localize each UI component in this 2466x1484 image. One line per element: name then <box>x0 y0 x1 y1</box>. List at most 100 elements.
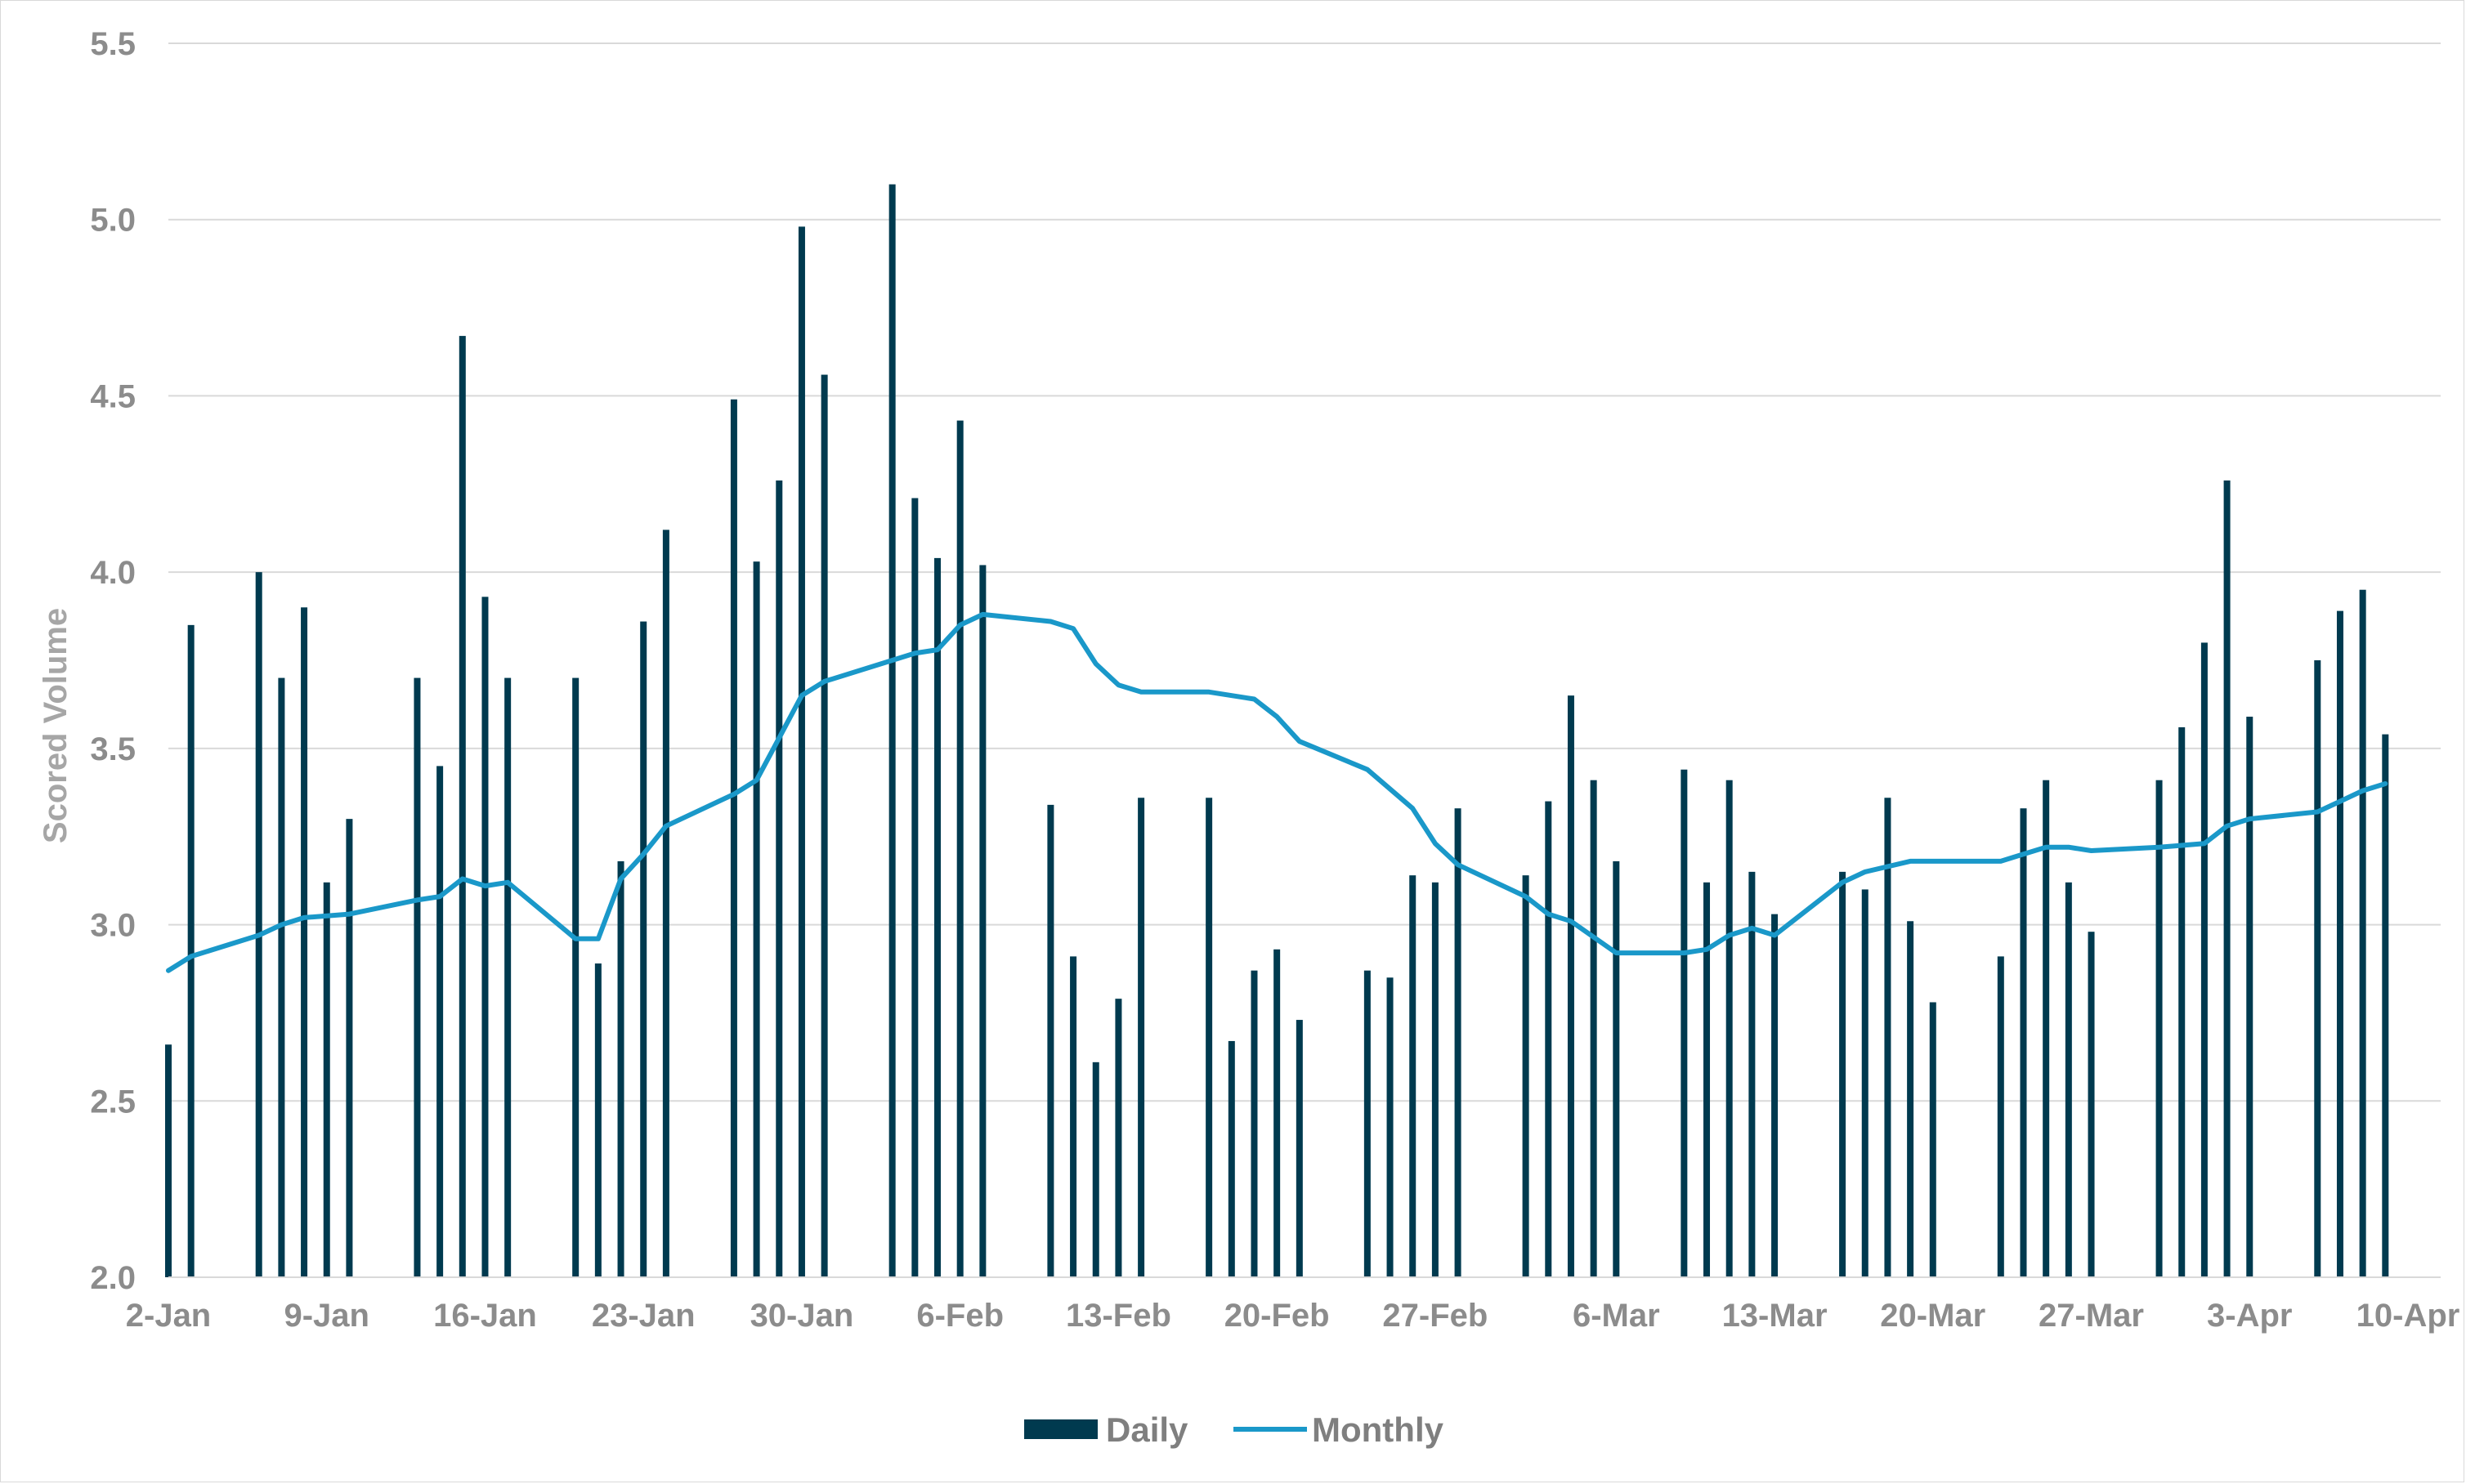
gridlines <box>168 42 2441 1102</box>
daily-bar <box>278 677 285 1277</box>
daily-bar <box>1545 801 1552 1277</box>
daily-bar <box>459 336 466 1278</box>
daily-bar <box>1047 804 1054 1277</box>
x-tick-label: 10-Apr <box>2356 1298 2460 1334</box>
daily-bars <box>165 184 2389 1278</box>
daily-bar <box>255 572 262 1277</box>
legend-label-daily: Daily <box>1106 1410 1188 1449</box>
y-axis-ticks: 2.0 2.5 3.0 3.5 4.0 4.5 5.0 5.5 <box>90 26 136 1296</box>
daily-bar <box>662 530 669 1277</box>
daily-bar <box>1884 798 1891 1277</box>
daily-bar <box>730 399 737 1277</box>
daily-bar <box>1296 1020 1303 1277</box>
daily-bar <box>346 819 353 1277</box>
y-tick-label: 2.5 <box>90 1084 136 1120</box>
monthly-line-layer <box>166 611 2388 973</box>
daily-bar <box>1681 769 1688 1277</box>
y-tick-label: 4.5 <box>90 378 136 414</box>
daily-bar <box>2382 734 2389 1277</box>
daily-bar <box>572 677 580 1277</box>
x-tick-label: 6-Mar <box>1573 1298 1660 1334</box>
legend-label-monthly: Monthly <box>1312 1410 1444 1449</box>
daily-bar <box>1431 882 1439 1277</box>
x-tick-label: 27-Feb <box>1382 1298 1488 1334</box>
daily-bar <box>481 597 489 1277</box>
daily-bar <box>821 374 828 1277</box>
daily-bar <box>1748 871 1756 1277</box>
daily-bar <box>1454 808 1461 1277</box>
y-tick-label: 2.0 <box>90 1260 136 1296</box>
daily-bar <box>956 420 964 1277</box>
daily-bar <box>1273 949 1281 1277</box>
y-tick-label: 4.0 <box>90 555 136 591</box>
daily-bar <box>640 621 647 1277</box>
x-tick-label: 9-Jan <box>284 1298 369 1334</box>
daily-bar <box>1839 871 1846 1277</box>
daily-bar <box>1115 999 1122 1277</box>
x-tick-label: 20-Mar <box>1880 1298 1985 1334</box>
daily-bar <box>911 498 919 1277</box>
x-tick-label: 20-Feb <box>1224 1298 1330 1334</box>
y-tick-label: 3.5 <box>90 731 136 767</box>
daily-bar <box>2043 780 2050 1277</box>
daily-bar <box>1861 889 1869 1277</box>
daily-bar <box>1522 875 1529 1277</box>
daily-bar <box>1567 695 1574 1277</box>
x-tick-label: 30-Jan <box>750 1298 854 1334</box>
daily-bar <box>2246 717 2253 1277</box>
daily-bar <box>1386 977 1394 1277</box>
daily-bar <box>1703 882 1711 1277</box>
daily-bar <box>888 184 896 1278</box>
daily-bar <box>594 963 602 1277</box>
daily-bar <box>414 677 421 1277</box>
y-axis-title: Scored Volume <box>38 608 74 843</box>
daily-bar <box>1251 970 1258 1277</box>
daily-bar <box>979 565 987 1277</box>
daily-bar <box>1206 798 1213 1277</box>
x-axis-ticks: 2-Jan 9-Jan 16-Jan 23-Jan 30-Jan 6-Feb 13-Feb 2… <box>126 1298 2460 1334</box>
daily-bar <box>2314 660 2321 1277</box>
daily-bar <box>2200 642 2208 1277</box>
daily-bar <box>798 226 805 1277</box>
daily-bar <box>1771 914 1779 1277</box>
daily-bar <box>617 860 624 1277</box>
legend-swatch-daily <box>1024 1419 1098 1439</box>
daily-bar <box>1228 1040 1235 1277</box>
daily-bar <box>2223 480 2231 1277</box>
daily-bar <box>436 766 444 1277</box>
x-tick-label: 3-Apr <box>2207 1298 2292 1334</box>
daily-bar <box>2155 780 2163 1277</box>
daily-bar <box>165 1044 172 1277</box>
daily-bar <box>776 480 783 1277</box>
daily-bar <box>1997 956 2004 1277</box>
x-tick-label: 27-Mar <box>2039 1298 2144 1334</box>
y-tick-label: 5.0 <box>90 203 136 239</box>
y-tick-label: 5.5 <box>90 26 136 62</box>
daily-bar <box>2088 932 2095 1277</box>
x-tick-label: 23-Jan <box>592 1298 696 1334</box>
x-tick-label: 13-Feb <box>1066 1298 1171 1334</box>
daily-bar <box>2336 610 2343 1277</box>
legend[interactable]: Daily Monthly <box>1024 1410 1444 1449</box>
daily-bar <box>1138 798 1145 1277</box>
daily-bar <box>1409 875 1416 1277</box>
daily-bar <box>301 607 308 1277</box>
x-tick-label: 6-Feb <box>916 1298 1004 1334</box>
daily-bar <box>1613 860 1620 1277</box>
daily-bar <box>1070 956 1077 1277</box>
daily-bar <box>1725 780 1733 1277</box>
y-tick-label: 3.0 <box>90 908 136 944</box>
x-tick-label: 13-Mar <box>1722 1298 1828 1334</box>
daily-bar <box>1363 970 1371 1277</box>
daily-bar <box>2020 808 2027 1277</box>
daily-bar <box>187 624 195 1277</box>
daily-bar <box>504 677 512 1277</box>
daily-bar <box>323 882 330 1277</box>
daily-bar <box>1929 1002 1936 1277</box>
daily-bar <box>2178 726 2186 1277</box>
monthly-line <box>166 611 2388 973</box>
x-tick-label: 2-Jan <box>126 1298 212 1334</box>
daily-bar <box>2359 589 2366 1277</box>
daily-bar <box>2065 882 2072 1277</box>
